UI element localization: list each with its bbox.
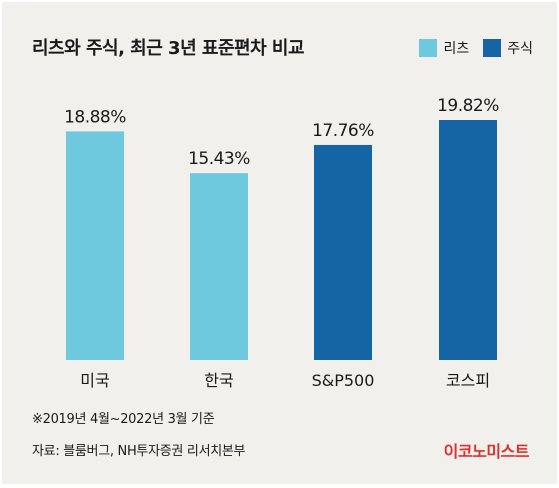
bar-0: [66, 131, 124, 360]
category-label-1: 한국: [204, 371, 233, 390]
legend: 리츠 주식: [419, 38, 533, 58]
category-label-0: 미국: [80, 371, 109, 390]
value-label-1: 15.43%: [188, 149, 250, 169]
legend-swatch-reits: [419, 39, 438, 57]
bar-2: [314, 144, 372, 360]
value-label-2: 17.76%: [312, 121, 374, 141]
legend-label-reits: 리츠: [443, 41, 470, 57]
legend-swatch-stocks: [483, 39, 502, 57]
bar-1: [190, 173, 248, 360]
chart-title: 리츠와 주식, 최근 3년 표준편차 비교: [32, 38, 305, 59]
brand-logo: 이코노미스트: [443, 442, 530, 461]
legend-label-stocks: 주식: [507, 41, 533, 57]
category-label-3: 코스피: [446, 371, 490, 390]
category-label-2: S&P500: [312, 371, 375, 390]
value-label-0: 18.88%: [64, 107, 126, 127]
legend-item-reits: 리츠: [419, 38, 469, 58]
bar-plot: 18.88% 미국 15.43% 한국 17.76% S&P500 19.82% 코스피: [64, 96, 500, 390]
bar-3: [439, 120, 497, 360]
source-note: 자료: 블룸버그, NH투자증권 리서치본부: [32, 444, 246, 459]
footnote: ※2019년 4월~2022년 3월 기준: [32, 412, 215, 427]
value-label-3: 19.82%: [437, 96, 499, 116]
legend-item-stocks: 주식: [483, 38, 533, 58]
